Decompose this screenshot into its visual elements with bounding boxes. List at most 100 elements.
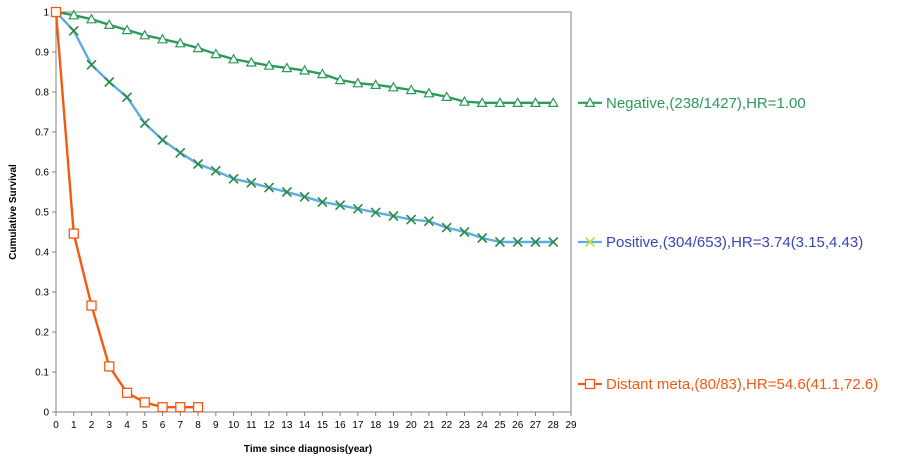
data-point-square-marker (86, 300, 97, 311)
data-point-triangle-marker (441, 91, 453, 102)
data-point-square-marker (50, 6, 62, 18)
x-tick-label: 24 (477, 420, 489, 431)
data-point-x-marker (530, 236, 541, 248)
data-point-triangle-marker (245, 56, 257, 67)
data-point-x-marker (317, 196, 328, 208)
x-tick-label: 14 (299, 420, 311, 431)
data-point-triangle-marker (370, 79, 382, 90)
data-point-x-marker (193, 158, 204, 170)
data-point-triangle-marker (68, 9, 80, 20)
y-tick-label: 0.8 (35, 88, 49, 99)
data-point-triangle-marker (228, 53, 240, 64)
series-layer (50, 6, 559, 413)
data-point-x-marker (548, 236, 559, 248)
data-point-x-marker (157, 134, 168, 146)
legend-entry-0: Negative,(238/1427),HR=1.00 (578, 95, 806, 112)
data-point-triangle-marker (405, 84, 417, 95)
data-point-triangle-marker (299, 64, 311, 75)
data-point-x-marker (406, 214, 417, 225)
data-point-triangle-marker (334, 74, 346, 85)
x-tick-label: 15 (317, 420, 329, 431)
data-point-triangle-marker (192, 42, 204, 53)
data-point-x-marker (388, 210, 399, 222)
x-tick-label: 26 (512, 420, 524, 431)
legend-x-marker (584, 236, 596, 248)
data-point-triangle-marker (387, 81, 399, 92)
data-point-x-marker (441, 222, 452, 233)
data-point-triangle-marker (139, 29, 151, 40)
y-tick-label: 0.4 (35, 248, 49, 259)
data-point-square-marker (121, 387, 133, 398)
data-point-square-marker (157, 402, 168, 413)
data-point-triangle-marker (281, 62, 293, 73)
data-point-x-marker (281, 186, 292, 198)
x-tick-label: 12 (264, 420, 276, 431)
x-tick-label: 2 (89, 420, 95, 431)
x-axis: 0 1 2 3 4 5 6 7 8 9 10 11 12 13 14 15 16 17 18 19 20 21 22 23 24… (53, 412, 577, 431)
data-point-triangle-marker (512, 97, 524, 108)
x-tick-label: 3 (106, 420, 112, 431)
y-tick-label: 0 (43, 408, 49, 419)
data-point-x-marker (494, 236, 506, 248)
x-tick-label: 4 (124, 420, 130, 431)
x-tick-label: 28 (548, 420, 560, 431)
x-tick-label: 22 (441, 420, 453, 431)
y-tick-label: 0.7 (35, 128, 49, 139)
legend-entry-1: Positive,(304/653),HR=3.74(3.15,4.43) (578, 234, 863, 251)
series-1 (50, 6, 559, 248)
data-point-square-marker (175, 402, 186, 413)
y-tick-label: 0.1 (35, 368, 49, 379)
data-point-x-marker (246, 177, 257, 188)
y-axis-title: Cumulative Survival (8, 164, 19, 260)
data-point-triangle-marker (263, 59, 275, 70)
data-point-x-marker (335, 200, 346, 211)
x-tick-label: 13 (281, 420, 293, 431)
data-point-triangle-marker (529, 97, 542, 108)
legend-label: Positive,(304/653),HR=3.74(3.15,4.43) (606, 234, 863, 251)
legend-triangle-marker (584, 97, 596, 108)
data-point-triangle-marker (476, 97, 488, 108)
y-tick-label: 0.5 (35, 208, 49, 219)
data-point-x-marker (512, 236, 523, 248)
data-point-triangle-marker (85, 13, 98, 24)
data-point-x-marker (423, 216, 434, 227)
data-point-triangle-marker (547, 97, 559, 108)
x-tick-label: 20 (406, 420, 418, 431)
data-point-x-marker (299, 191, 310, 202)
y-tick-label: 0.3 (35, 288, 49, 299)
data-point-x-marker (139, 118, 150, 129)
plot-area (55, 11, 572, 413)
x-tick-label: 25 (494, 420, 506, 431)
x-tick-label: 5 (142, 420, 148, 431)
legend-label: Negative,(238/1427),HR=1.00 (606, 95, 806, 112)
data-point-triangle-marker (458, 95, 470, 106)
x-tick-label: 16 (335, 420, 347, 431)
data-point-triangle-marker (316, 68, 328, 79)
x-tick-label: 10 (228, 420, 240, 431)
x-tick-label: 19 (388, 420, 400, 431)
data-point-triangle-marker (174, 37, 186, 48)
x-tick-label: 0 (53, 420, 59, 431)
x-tick-label: 27 (530, 420, 542, 431)
data-point-triangle-marker (494, 97, 506, 108)
x-tick-label: 17 (352, 420, 364, 431)
series-2 (50, 6, 204, 413)
data-point-triangle-marker (121, 24, 133, 35)
data-point-x-marker (86, 59, 97, 70)
data-point-triangle-marker (423, 87, 435, 98)
data-point-triangle-marker (157, 33, 169, 44)
x-tick-label: 23 (459, 420, 471, 431)
x-tick-label: 29 (565, 420, 577, 431)
data-point-x-marker (370, 207, 381, 218)
x-tick-label: 6 (160, 420, 166, 431)
data-point-triangle-marker (210, 48, 222, 59)
legend-label: Distant meta,(80/83),HR=54.6(41.1,72.6) (606, 376, 878, 393)
data-point-x-marker (228, 173, 239, 184)
data-point-x-marker (264, 182, 275, 193)
data-point-x-marker (104, 76, 115, 88)
legend-entry-2: Distant meta,(80/83),HR=54.6(41.1,72.6) (578, 376, 878, 393)
x-tick-label: 8 (195, 420, 201, 431)
data-point-square-marker (139, 397, 150, 408)
legend-square-marker (584, 378, 596, 390)
